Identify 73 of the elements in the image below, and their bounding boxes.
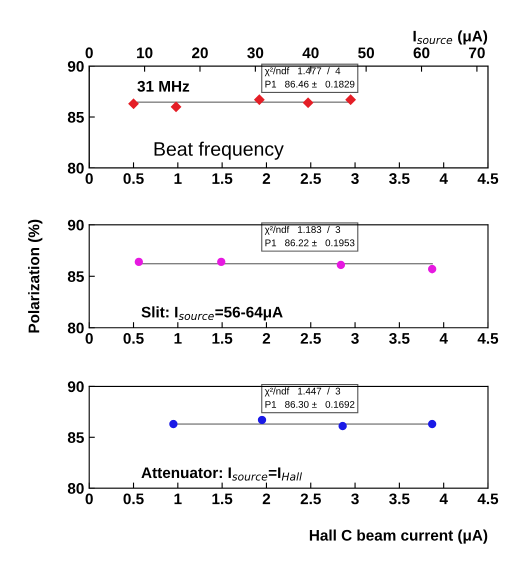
- x-tick-label: 3.5: [389, 493, 410, 504]
- x2-tick-label: 70: [469, 47, 485, 58]
- x-tick-label: 3: [351, 493, 359, 504]
- x-tick-label: 3.5: [389, 333, 410, 344]
- x-tick-label: 0: [86, 173, 93, 184]
- point: [346, 94, 356, 105]
- annotation: Attenuator: I$_{source}$=I$_{Hall}$: [141, 467, 302, 481]
- x-tick-label: 0: [86, 333, 93, 344]
- annotation: P1 86.46 ± 0.1829: [265, 80, 354, 88]
- point: [258, 416, 266, 424]
- point: [428, 264, 436, 274]
- x-tick-label: 0.5: [124, 333, 144, 344]
- x-axis-title: Hall C beam current (μA): [310, 530, 488, 544]
- x-tick-label: 2: [262, 493, 270, 504]
- y-tick-label: 85: [68, 112, 84, 123]
- x-tick-label: 1.5: [212, 333, 232, 344]
- x2-tick-label: 10: [137, 47, 152, 58]
- point: [428, 420, 436, 428]
- x2-tick-label: 30: [247, 47, 264, 58]
- point: [128, 98, 139, 109]
- x-tick-label: 1: [174, 494, 182, 504]
- x-tick-label: 0.5: [124, 493, 144, 504]
- point: [217, 258, 226, 266]
- x-tick-label: 1: [174, 173, 182, 184]
- point: [336, 260, 346, 270]
- y-tick-label: 90: [68, 381, 84, 392]
- x-tick-label: 1: [174, 333, 182, 344]
- x-tick-label: 4.5: [478, 173, 498, 184]
- point: [134, 258, 143, 266]
- x-tick-label: 2: [262, 333, 270, 344]
- x-tick-label: 2: [262, 173, 270, 184]
- x-tick-label: 3: [351, 333, 359, 344]
- x2-tick-label: 20: [192, 47, 208, 58]
- x2-axis-title: I$_{source}$ (μA): [414, 30, 488, 45]
- x2-tick-label: 40: [302, 47, 319, 58]
- x-tick-label: 2.5: [300, 493, 321, 504]
- x-tick-label: 4.5: [478, 333, 498, 344]
- annotation: P1 86.22 ± 0.1953: [265, 239, 354, 246]
- y-tick-label: 80: [68, 322, 84, 334]
- y-tick-label: 80: [68, 483, 84, 494]
- annotation: χ²/ndf 1.447 / 3: [264, 387, 340, 396]
- x-tick-label: 4.5: [478, 494, 498, 504]
- x-tick-label: 3: [351, 173, 359, 184]
- x-tick-label: 4: [440, 333, 448, 344]
- x2-tick-label: 0: [86, 47, 93, 58]
- annotation: Slit: I$_{source}$=56-64μA: [141, 306, 283, 320]
- annotation: P1 86.30 ± 0.1692: [265, 400, 354, 408]
- annotation: χ²/ndf 1.183 / 3: [264, 226, 340, 235]
- point: [169, 420, 178, 428]
- x-tick-label: 1.5: [212, 494, 232, 504]
- x-tick-label: 1.5: [212, 173, 232, 184]
- x2-tick-label: 60: [414, 47, 430, 58]
- point: [254, 94, 264, 105]
- x-tick-label: 2.5: [300, 173, 321, 184]
- annotation: χ²/ndf 1.477 / 4: [264, 67, 340, 76]
- annotation: 31 MHz: [137, 80, 190, 92]
- x-tick-label: 4: [440, 173, 448, 184]
- point: [302, 98, 314, 108]
- x-tick-label: 2.5: [300, 333, 321, 344]
- y-tick-label: 90: [68, 60, 84, 72]
- point: [338, 422, 347, 430]
- x-tick-label: 0.5: [124, 173, 144, 184]
- y-tick-label: 85: [68, 271, 84, 282]
- annotation: Beat frequency: [154, 142, 284, 160]
- x-tick-label: 0: [86, 493, 93, 504]
- x2-tick-label: 50: [358, 47, 374, 58]
- x-tick-label: 3.5: [389, 173, 410, 184]
- y-axis-title: Polarization (%): [28, 220, 42, 333]
- y-tick-label: 85: [68, 432, 84, 443]
- y-tick-label: 80: [68, 162, 84, 174]
- x-tick-label: 4: [440, 494, 448, 504]
- point: [170, 102, 182, 112]
- y-tick-label: 90: [68, 220, 84, 231]
